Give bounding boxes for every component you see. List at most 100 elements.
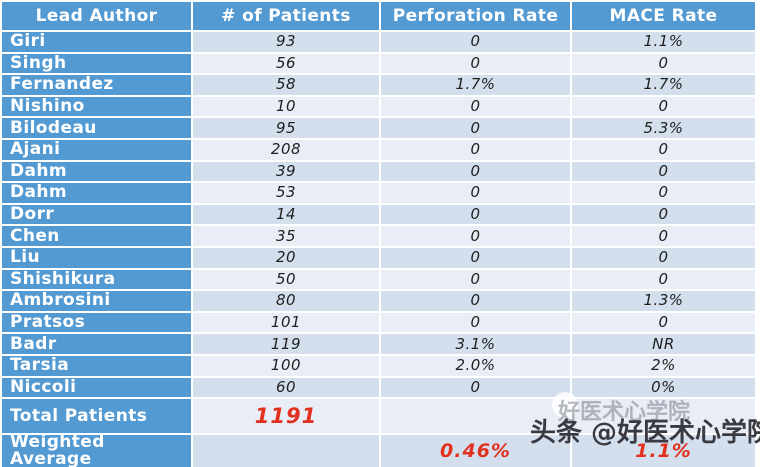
table-row: Dorr 14 0 0: [2, 204, 755, 225]
mace-cell: 0: [572, 139, 755, 160]
author-cell: Liu: [2, 247, 191, 268]
perforation-cell: 0: [381, 139, 570, 160]
perforation-cell: 0: [381, 118, 570, 138]
perforation-cell: 0: [381, 183, 570, 203]
patients-cell: 101: [193, 312, 379, 333]
table-row: Pratsos 101 0 0: [2, 312, 755, 333]
summary-patients-cell: 1191: [193, 399, 379, 434]
author-cell: Shishikura: [2, 269, 191, 290]
perforation-cell: 0: [381, 32, 570, 52]
table-row: Tarsia 100 2.0% 2%: [2, 355, 755, 376]
table-row: Ajani 208 0 0: [2, 139, 755, 160]
author-cell: Dorr: [2, 204, 191, 225]
summary-perforation-cell: 0.46%: [381, 435, 570, 467]
perforation-cell: 0: [381, 269, 570, 290]
patients-cell: 95: [193, 118, 379, 138]
perforation-cell: 0: [381, 53, 570, 74]
patients-cell: 100: [193, 355, 379, 376]
table-row: Badr 119 3.1% NR: [2, 334, 755, 354]
author-cell: Dahm: [2, 183, 191, 203]
perforation-cell: 0: [381, 377, 570, 398]
table-row: Dahm 53 0 0: [2, 183, 755, 203]
patients-cell: 20: [193, 247, 379, 268]
mace-cell: 1.3%: [572, 291, 755, 311]
summary-row: Weighted Average 0.46% 1.1%: [2, 434, 755, 467]
summary-patients-cell: [193, 435, 379, 467]
author-cell: Fernandez: [2, 75, 191, 95]
patients-cell: 119: [193, 334, 379, 354]
table-header-row: Lead Author # of Patients Perforation Ra…: [2, 2, 755, 30]
mace-cell: 0: [572, 96, 755, 117]
summary-mace-cell: [572, 399, 755, 434]
perforation-cell: 0: [381, 226, 570, 246]
table-row: Ambrosini 80 0 1.3%: [2, 291, 755, 311]
patients-cell: 14: [193, 204, 379, 225]
mace-cell: 0: [572, 247, 755, 268]
mace-cell: NR: [572, 334, 755, 354]
table-row: Niccoli 60 0 0%: [2, 377, 755, 398]
author-cell: Dahm: [2, 161, 191, 182]
perforation-cell: 0: [381, 312, 570, 333]
mace-cell: 0: [572, 161, 755, 182]
header-mace-rate: MACE Rate: [572, 2, 755, 30]
author-cell: Niccoli: [2, 377, 191, 398]
header-perforation-rate: Perforation Rate: [381, 2, 570, 30]
perforation-cell: 0: [381, 204, 570, 225]
perforation-cell: 0: [381, 247, 570, 268]
mace-cell: 0: [572, 183, 755, 203]
mace-cell: 1.1%: [572, 32, 755, 52]
patients-cell: 39: [193, 161, 379, 182]
perforation-cell: 3.1%: [381, 334, 570, 354]
author-cell: Pratsos: [2, 312, 191, 333]
header-lead-author: Lead Author: [2, 2, 191, 30]
mace-cell: 0: [572, 312, 755, 333]
mace-cell: 1.7%: [572, 75, 755, 95]
mace-cell: 0: [572, 269, 755, 290]
patients-cell: 35: [193, 226, 379, 246]
patients-cell: 50: [193, 269, 379, 290]
summary-row: Total Patients 1191: [2, 399, 755, 434]
table-row: Liu 20 0 0: [2, 247, 755, 268]
patients-cell: 208: [193, 139, 379, 160]
table-row: Giri 93 0 1.1%: [2, 32, 755, 52]
author-cell: Chen: [2, 226, 191, 246]
summary-perforation-cell: [381, 399, 570, 434]
author-cell: Ambrosini: [2, 291, 191, 311]
table-row: Dahm 39 0 0: [2, 161, 755, 182]
perforation-cell: 0: [381, 96, 570, 117]
mace-cell: 0: [572, 53, 755, 74]
patients-cell: 58: [193, 75, 379, 95]
patients-cell: 10: [193, 96, 379, 117]
table-row: Singh 56 0 0: [2, 53, 755, 74]
table-row: Chen 35 0 0: [2, 226, 755, 246]
perforation-cell: 0: [381, 161, 570, 182]
patients-cell: 53: [193, 183, 379, 203]
summary-label-cell: Weighted Average: [2, 434, 191, 467]
mace-cell: 0: [572, 226, 755, 246]
perforation-cell: 2.0%: [381, 355, 570, 376]
patients-cell: 60: [193, 377, 379, 398]
author-cell: Bilodeau: [2, 118, 191, 138]
summary-label-cell: Total Patients: [2, 399, 191, 434]
perforation-cell: 1.7%: [381, 75, 570, 95]
summary-mace-cell: 1.1%: [572, 435, 755, 467]
author-cell: Giri: [2, 32, 191, 52]
author-cell: Nishino: [2, 96, 191, 117]
table-row: Shishikura 50 0 0: [2, 269, 755, 290]
table-row: Nishino 10 0 0: [2, 96, 755, 117]
mace-cell: 0%: [572, 377, 755, 398]
author-cell: Ajani: [2, 139, 191, 160]
patients-cell: 80: [193, 291, 379, 311]
mace-cell: 0: [572, 204, 755, 225]
table-row: Bilodeau 95 0 5.3%: [2, 118, 755, 138]
header-num-patients: # of Patients: [193, 2, 379, 30]
mace-cell: 2%: [572, 355, 755, 376]
mace-cell: 5.3%: [572, 118, 755, 138]
author-cell: Singh: [2, 53, 191, 74]
author-cell: Badr: [2, 334, 191, 354]
perforation-cell: 0: [381, 291, 570, 311]
patients-cell: 93: [193, 32, 379, 52]
patients-cell: 56: [193, 53, 379, 74]
table-row: Fernandez 58 1.7% 1.7%: [2, 75, 755, 95]
